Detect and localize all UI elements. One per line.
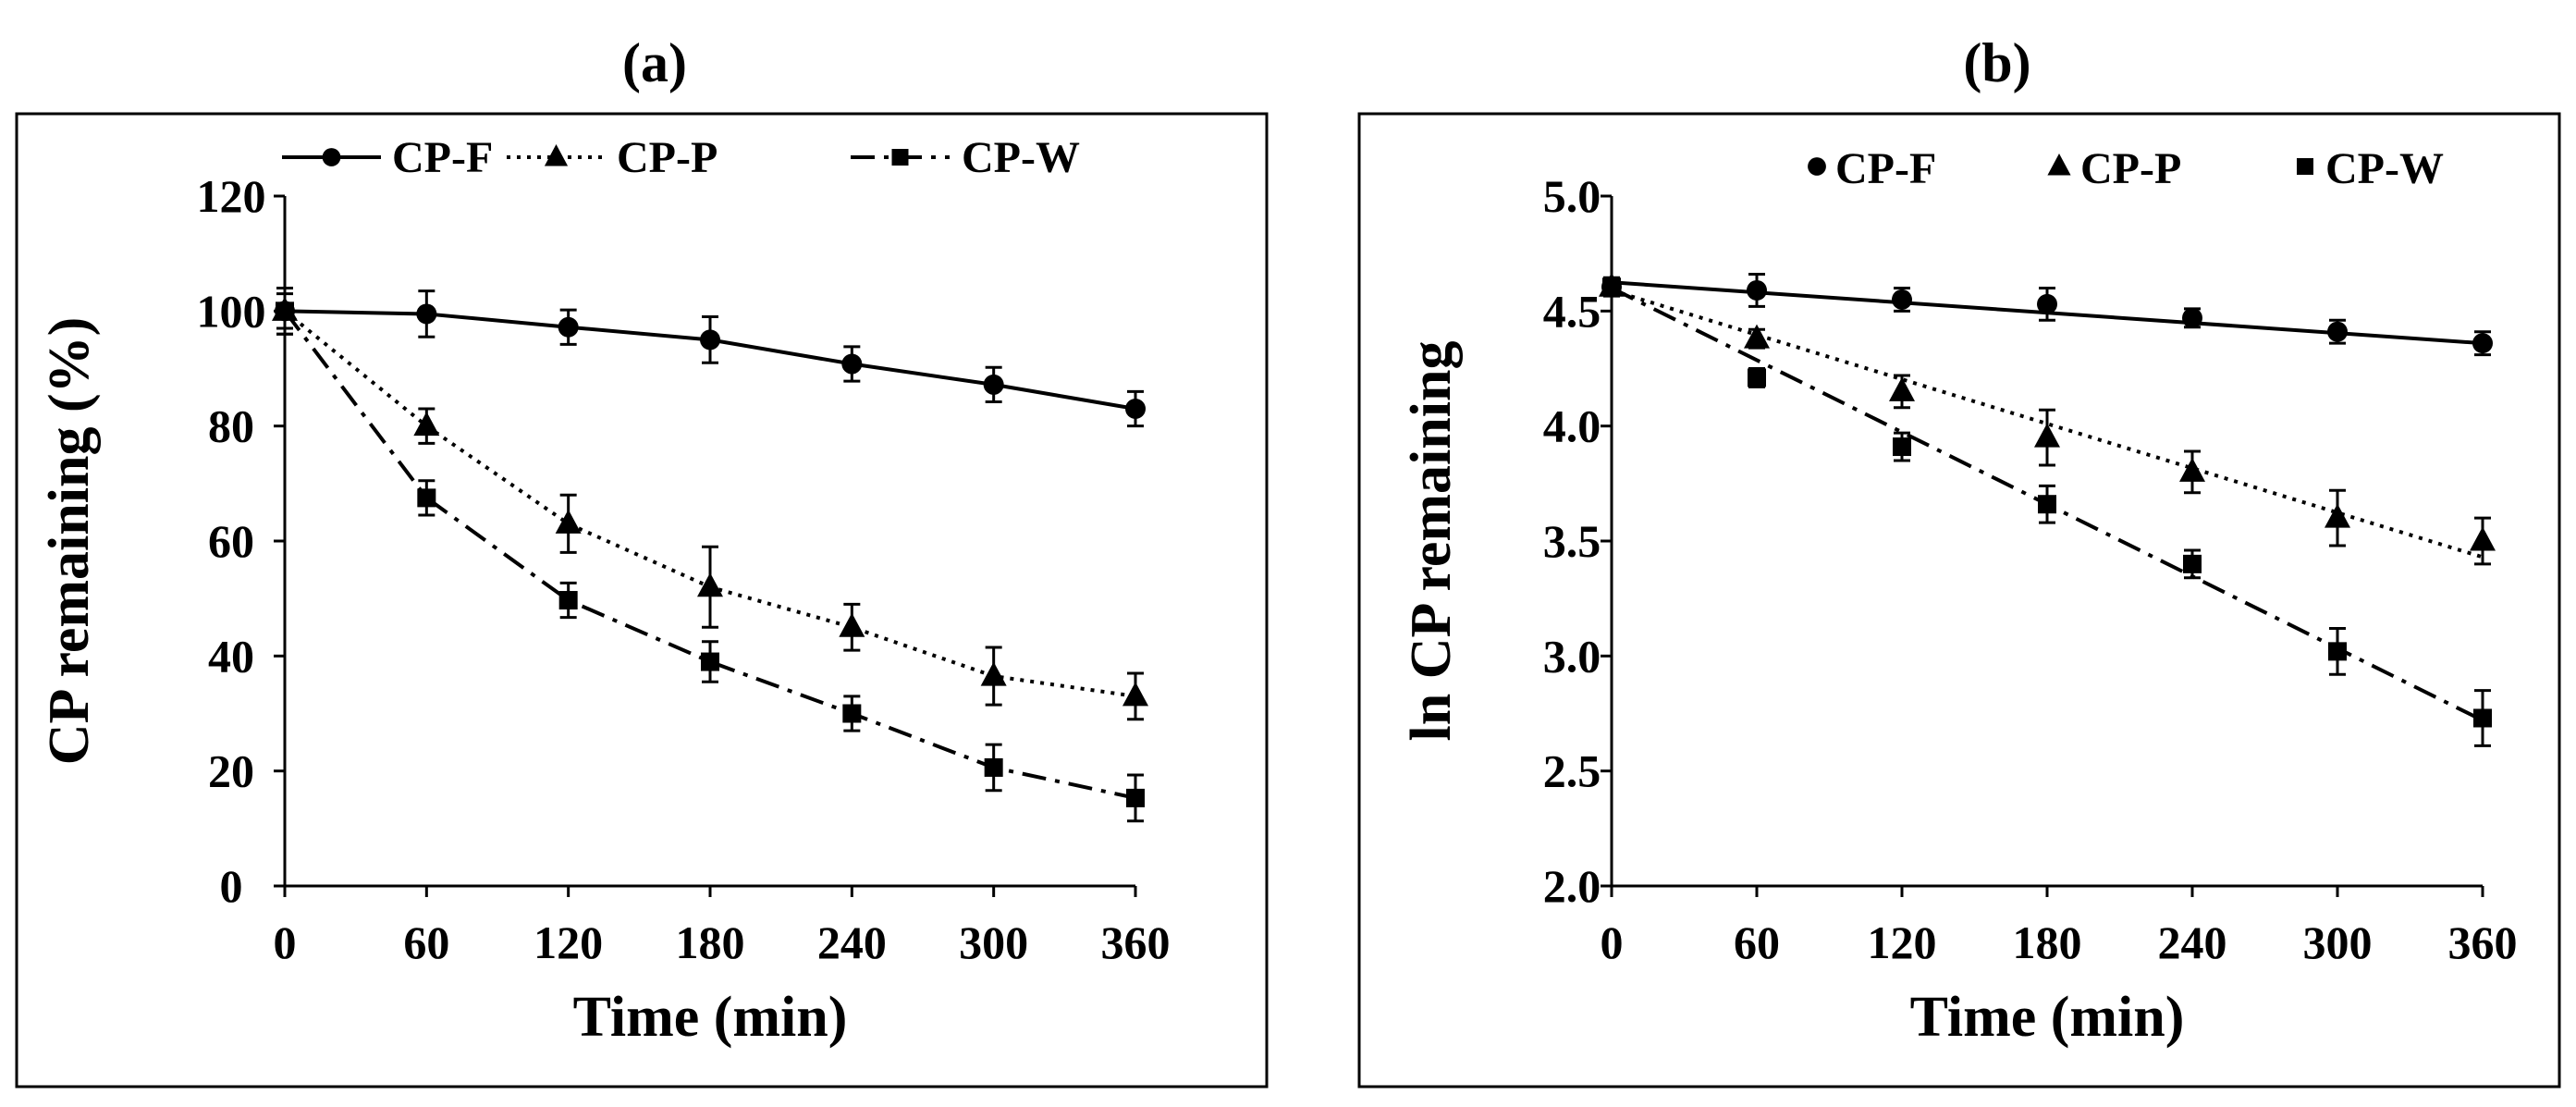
- x-tick-label-b: 180: [2013, 916, 2082, 968]
- data-point-cp-w-a: [1126, 788, 1145, 807]
- x-tick-label-b: 360: [2448, 916, 2518, 968]
- x-tick-label-a: 240: [817, 916, 887, 968]
- panel-a-label: (a): [622, 32, 687, 93]
- data-point-cp-f-a: [416, 303, 437, 325]
- data-point-cp-f-b: [2037, 293, 2057, 314]
- series-line-cp-p-a: [283, 309, 1136, 698]
- data-point-cp-p-a: [1122, 682, 1148, 707]
- data-point-cp-p-b: [2034, 423, 2060, 448]
- x-tick-label-a: 60: [403, 916, 449, 968]
- y-tick-label-b: 4.0: [1543, 400, 1601, 452]
- data-point-cp-w-b: [2473, 708, 2492, 728]
- y-tick-label-b: 3.5: [1543, 515, 1601, 567]
- data-point-cp-p-a: [980, 661, 1007, 686]
- legend-label-cp-w-b: CP-W: [2325, 144, 2444, 193]
- legend-label-cp-f-b: CP-F: [1835, 144, 1936, 193]
- y-tick-label-a: 0: [220, 860, 243, 912]
- chart-b: 2.0 2.5 3.0 3.5 4.0 4.5 5.0 0 60 120 180 240 300 360 T…: [1400, 144, 2518, 1049]
- data-point-cp-f-a: [1125, 399, 1146, 420]
- data-point-cp-w-b: [1602, 277, 1621, 297]
- data-point-cp-p-b: [1889, 376, 1915, 401]
- panel-b-label: (b): [1963, 32, 2030, 93]
- legend-marker-cp-p-a: [544, 144, 569, 166]
- data-point-cp-w-a: [276, 301, 294, 321]
- data-point-cp-w-b: [1748, 368, 1766, 387]
- y-tick-label-b: 2.0: [1543, 860, 1601, 912]
- x-tick-label-a: 300: [959, 916, 1028, 968]
- x-axis-title-b: Time (min): [1910, 986, 2185, 1049]
- data-point-cp-f-b: [1747, 279, 1767, 301]
- legend-label-cp-f-a: CP-F: [392, 133, 493, 182]
- y-tick-label-a: 120: [197, 170, 266, 222]
- y-tick-label-b: 5.0: [1543, 170, 1601, 222]
- x-tick-label-b: 240: [2158, 916, 2227, 968]
- data-point-cp-w-a: [701, 652, 719, 671]
- data-point-cp-f-a: [558, 316, 579, 338]
- legend-marker-cp-w-a: [891, 149, 909, 166]
- data-point-cp-p-a: [413, 412, 440, 437]
- y-tick-label-a: 20: [208, 745, 254, 797]
- data-point-cp-w-b: [2183, 554, 2202, 573]
- legend-marker-cp-p-b: [2047, 154, 2071, 176]
- y-axis-title-b: ln CP remaining: [1400, 341, 1463, 742]
- data-point-cp-p-a: [839, 612, 865, 637]
- panel-b-frame: [1357, 112, 2561, 1089]
- data-point-cp-f-a: [983, 374, 1004, 395]
- chart-a: 0 20 40 60 80 100 120 0 60 120 180 240 300 360 Time (m…: [38, 133, 1171, 1049]
- legend-label-cp-p-a: CP-P: [617, 133, 718, 182]
- data-point-cp-p-b: [2470, 526, 2496, 551]
- legend-label-cp-p-b: CP-P: [2080, 144, 2181, 193]
- y-axis-title-a: CP remaining (%): [38, 317, 101, 766]
- legend-marker-cp-f-a: [322, 148, 341, 166]
- data-point-cp-w-b: [2328, 642, 2347, 661]
- x-tick-label-b: 120: [1868, 916, 1937, 968]
- data-point-cp-f-b: [2327, 321, 2348, 342]
- y-tick-label-b: 2.5: [1543, 745, 1601, 797]
- data-point-cp-w-a: [417, 488, 436, 508]
- y-tick-label-a: 80: [208, 400, 254, 452]
- x-tick-label-a: 120: [534, 916, 603, 968]
- data-point-cp-f-b: [2182, 307, 2202, 328]
- data-point-cp-f-b: [1892, 289, 1912, 310]
- legend-marker-cp-w-b: [2297, 158, 2313, 175]
- y-tick-label-a: 40: [208, 630, 254, 682]
- data-point-cp-w-b: [1893, 437, 1911, 457]
- x-tick-label-a: 0: [274, 916, 297, 968]
- data-point-cp-w-a: [558, 591, 578, 610]
- y-tick-label-a: 100: [197, 285, 266, 337]
- y-tick-label-b: 3.0: [1543, 630, 1601, 682]
- data-point-cp-p-b: [2325, 503, 2350, 528]
- legend-marker-cp-f-b: [1808, 157, 1826, 176]
- data-point-cp-w-b: [2038, 495, 2056, 514]
- data-point-cp-f-b: [2472, 333, 2493, 354]
- x-axis-title-a: Time (min): [573, 986, 848, 1049]
- data-point-cp-w-a: [842, 704, 862, 723]
- data-point-cp-p-a: [697, 572, 723, 597]
- data-point-cp-w-a: [984, 757, 1003, 777]
- x-tick-label-b: 300: [2303, 916, 2373, 968]
- data-point-cp-p-a: [555, 509, 582, 534]
- data-point-cp-f-a: [700, 329, 720, 351]
- data-point-cp-f-a: [841, 353, 863, 375]
- y-tick-label-b: 4.5: [1543, 285, 1601, 337]
- panel-a-frame: [15, 112, 1269, 1089]
- data-point-cp-p-b: [1744, 324, 1770, 349]
- legend-label-cp-w-a: CP-W: [962, 133, 1080, 182]
- y-tick-label-a: 60: [208, 515, 254, 567]
- x-tick-label-b: 0: [1601, 916, 1624, 968]
- x-tick-label-b: 60: [1734, 916, 1780, 968]
- x-tick-label-a: 180: [676, 916, 745, 968]
- x-tick-label-a: 360: [1101, 916, 1171, 968]
- data-point-cp-p-b: [2179, 457, 2205, 482]
